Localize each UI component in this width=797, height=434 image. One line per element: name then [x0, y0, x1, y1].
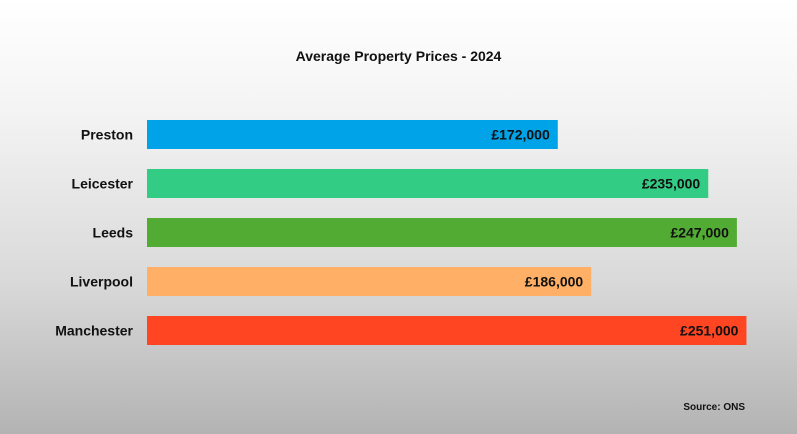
value-label-preston: £172,000 — [491, 127, 550, 143]
value-label-manchester: £251,000 — [680, 323, 739, 339]
bar-leicester — [147, 169, 709, 198]
chart-title: Average Property Prices - 2024 — [295, 48, 502, 64]
source-note: Source: ONS — [683, 402, 745, 413]
bar-preston — [147, 120, 558, 149]
category-label-preston: Preston — [81, 127, 133, 143]
category-label-leicester: Leicester — [72, 176, 134, 192]
value-label-leeds: £247,000 — [670, 225, 729, 241]
bar-liverpool — [147, 267, 592, 296]
value-label-liverpool: £186,000 — [525, 274, 584, 290]
category-label-liverpool: Liverpool — [70, 274, 133, 290]
category-label-leeds: Leeds — [93, 225, 134, 241]
category-label-manchester: Manchester — [55, 323, 133, 339]
bar-leeds — [147, 218, 737, 247]
value-label-leicester: £235,000 — [642, 176, 701, 192]
bar-manchester — [147, 316, 747, 345]
